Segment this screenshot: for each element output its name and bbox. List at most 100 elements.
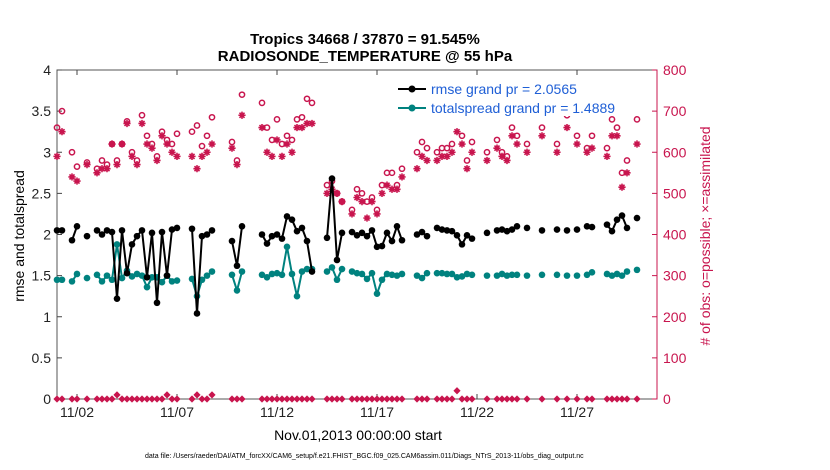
possible-obs-point: [413, 148, 421, 156]
rmse-point: [358, 229, 366, 237]
y-axis-label: rmse and totalspread: [11, 170, 27, 302]
rejected-obs-point: [618, 395, 626, 403]
totalspread-point: [148, 273, 156, 281]
assimilated-obs-point: [633, 140, 641, 148]
possible-obs-point: [53, 124, 61, 131]
totalspread-point: [133, 270, 141, 278]
assimilated-obs-point: [263, 148, 271, 156]
totalspread-point: [538, 271, 546, 279]
totalspread-point: [68, 278, 76, 285]
possible-obs-point: [573, 132, 581, 140]
totalspread-point: [278, 271, 286, 279]
possible-obs-point: [143, 132, 151, 140]
rmse-point: [163, 272, 171, 279]
rejected-obs-point: [238, 395, 246, 403]
assimilated-obs-point: [348, 210, 356, 218]
totalspread-point: [303, 265, 311, 273]
assimilated-obs-point: [163, 140, 171, 148]
totalspread-point: [453, 273, 461, 281]
y-tick-label-right: 600: [663, 144, 687, 160]
rejected-obs-point: [588, 395, 596, 403]
assimilated-obs-point: [118, 140, 126, 148]
rmse-point: [118, 227, 126, 234]
totalspread-point: [468, 271, 476, 279]
assimilated-obs-point: [293, 123, 301, 132]
rejected-obs-point: [303, 395, 311, 403]
totalspread-point: [618, 272, 626, 279]
rejected-obs-point: [233, 395, 241, 403]
assimilated-obs-point: [103, 165, 111, 173]
legend-spread-label: totalspread grand pr = 1.4889: [431, 100, 615, 116]
possible-obs-point: [238, 91, 246, 99]
assimilated-obs-point: [193, 165, 201, 173]
rejected-obs-point: [133, 395, 141, 403]
rmse-point: [153, 299, 161, 307]
rejected-obs-point: [228, 395, 236, 403]
totalspread-point: [208, 268, 216, 275]
possible-obs-point: [308, 99, 316, 107]
totalspread-point: [588, 269, 596, 276]
rejected-obs-point: [153, 395, 161, 403]
possible-obs-point: [443, 144, 451, 152]
possible-obs-point: [523, 140, 531, 148]
rejected-obs-point: [353, 395, 361, 403]
assimilated-obs-point: [438, 152, 446, 160]
rmse-point: [68, 236, 76, 244]
y-tick-label: 4: [43, 62, 51, 78]
totalspread-point: [613, 270, 621, 278]
rmse-series: [53, 175, 641, 317]
rmse-point: [493, 227, 501, 234]
rmse-point: [423, 232, 431, 240]
totalspread-point: [458, 273, 466, 280]
assimilated-obs-point: [388, 185, 396, 193]
rmse-point: [173, 224, 181, 232]
rmse-point: [58, 227, 66, 234]
assimilated-obs-point: [113, 160, 121, 169]
possible-obs-point: [483, 148, 491, 156]
rejected-obs-point: [423, 395, 431, 403]
totalspread-point: [198, 276, 206, 284]
rmse-point: [378, 242, 386, 250]
rejected-obs-point: [623, 395, 631, 403]
possible-obs-point: [273, 116, 281, 123]
possible-obs-point: [588, 132, 596, 140]
rejected-obs-point: [538, 395, 546, 403]
assimilated-obs-point: [133, 160, 141, 169]
totalspread-point: [333, 276, 341, 284]
totalspread-point: [508, 271, 516, 279]
rejected-obs-point: [108, 395, 116, 403]
assimilated-obs-point: [58, 128, 66, 136]
rmse-point: [633, 214, 641, 222]
rmse-point: [128, 241, 136, 248]
x-tick-label: 11/07: [160, 404, 194, 420]
rejected-obs-point: [493, 395, 501, 403]
assimilated-obs-point: [358, 198, 366, 206]
y-tick-label-right: 300: [663, 268, 687, 284]
totalspread-point: [523, 272, 531, 279]
rmse-point: [453, 232, 461, 239]
rejected-obs-point: [123, 395, 131, 403]
rejected-obs-point: [278, 395, 286, 403]
rmse-point: [603, 221, 611, 228]
rmse-point: [328, 175, 336, 182]
assimilated-obs-point: [108, 140, 116, 148]
y-tick-label: 2: [43, 227, 51, 243]
rmse-point: [93, 227, 101, 234]
rejected-obs-point: [198, 395, 206, 403]
y-tick-label: 3.5: [32, 103, 52, 119]
rejected-obs-point: [203, 395, 211, 403]
rmse-point: [333, 256, 341, 264]
assimilated-obs-point: [433, 156, 441, 165]
rejected-obs-point: [573, 395, 581, 403]
rejected-obs-point: [483, 395, 491, 403]
y-tick-label-right: 800: [663, 62, 687, 78]
footer-data-file: data file: /Users/raeder/DAI/ATM_forcXX/…: [145, 453, 584, 460]
rmse-point: [418, 228, 426, 236]
assimilated-obs-point: [553, 148, 561, 156]
y-tick-label: 0: [43, 391, 51, 407]
rejected-obs-point: [308, 395, 316, 403]
rmse-point: [388, 237, 396, 245]
assimilated-obs-point: [523, 148, 531, 156]
rejected-obs-point: [323, 395, 331, 403]
y-tick-label-right: 700: [663, 103, 687, 119]
